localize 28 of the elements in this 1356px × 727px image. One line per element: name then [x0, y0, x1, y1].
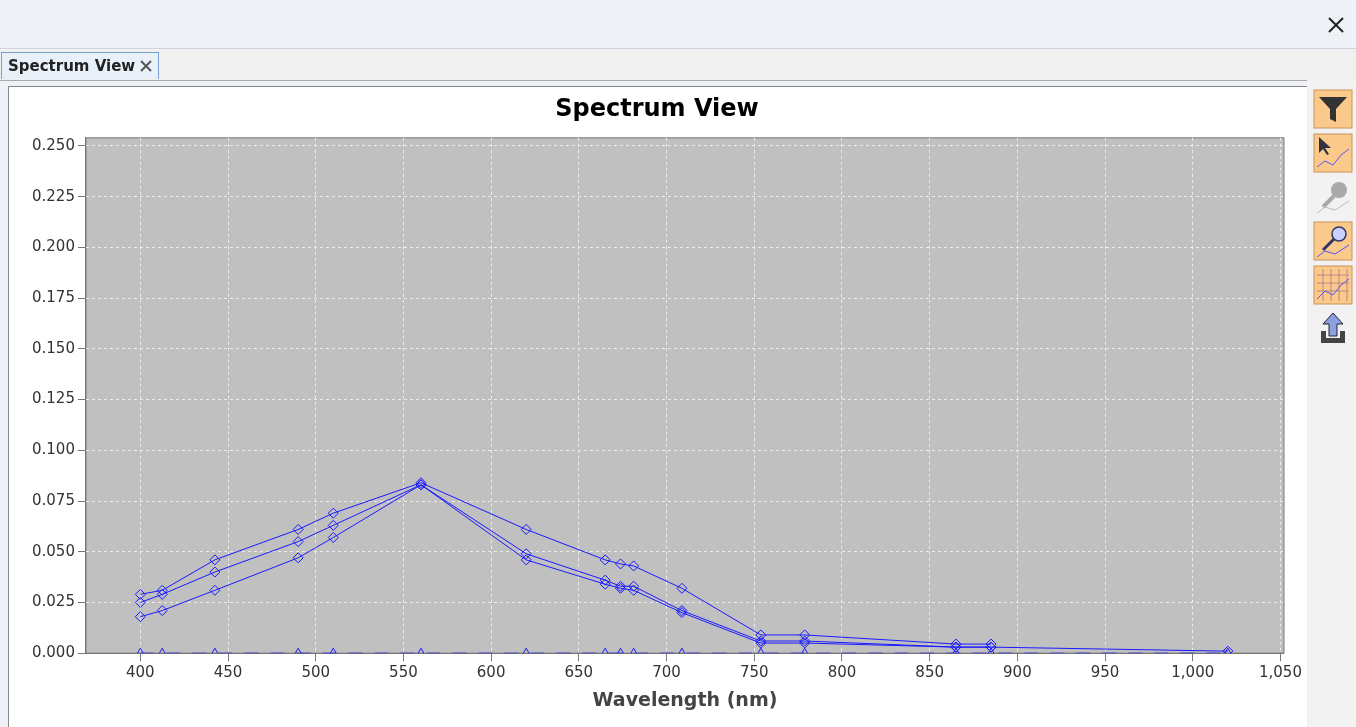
x-tick-label: 950	[1090, 663, 1120, 682]
x-tick-label: 1,050	[1258, 663, 1302, 682]
chart-title: Spectrum View	[555, 93, 759, 122]
y-tick-label: 0.125	[31, 389, 75, 408]
x-tick-label: 650	[564, 663, 594, 682]
x-tick-label: 1,000	[1171, 663, 1215, 682]
y-tick-label: 0.175	[31, 287, 75, 306]
y-tick-label: 0.000	[31, 643, 75, 662]
x-tick-label: 550	[389, 663, 418, 682]
y-tick-label: 0.250	[31, 135, 75, 154]
y-tick-label: 0.200	[31, 237, 75, 256]
y-tick-label: 0.050	[31, 541, 75, 560]
y-tick-label: 0.075	[31, 490, 75, 509]
y-tick-label: 0.025	[31, 592, 75, 611]
x-tick-label: 700	[652, 663, 681, 682]
x-axis-title: Wavelength (nm)	[592, 687, 778, 710]
y-tick-label: 0.150	[31, 338, 75, 357]
y-tick-label: 0.100	[31, 440, 75, 459]
x-tick-label: 750	[739, 663, 769, 682]
x-tick-label: 600	[476, 663, 506, 682]
x-tick-label: 450	[213, 663, 243, 682]
x-tick-label: 900	[1003, 663, 1032, 682]
chart-title: Spectrum View	[8, 57, 136, 75]
x-tick-label: 800	[827, 663, 857, 682]
x-tick-label: 500	[301, 663, 331, 682]
x-tick-label: 850	[915, 663, 944, 682]
x-tick-label: 400	[126, 663, 155, 682]
y-tick-label: 0.225	[31, 186, 75, 205]
